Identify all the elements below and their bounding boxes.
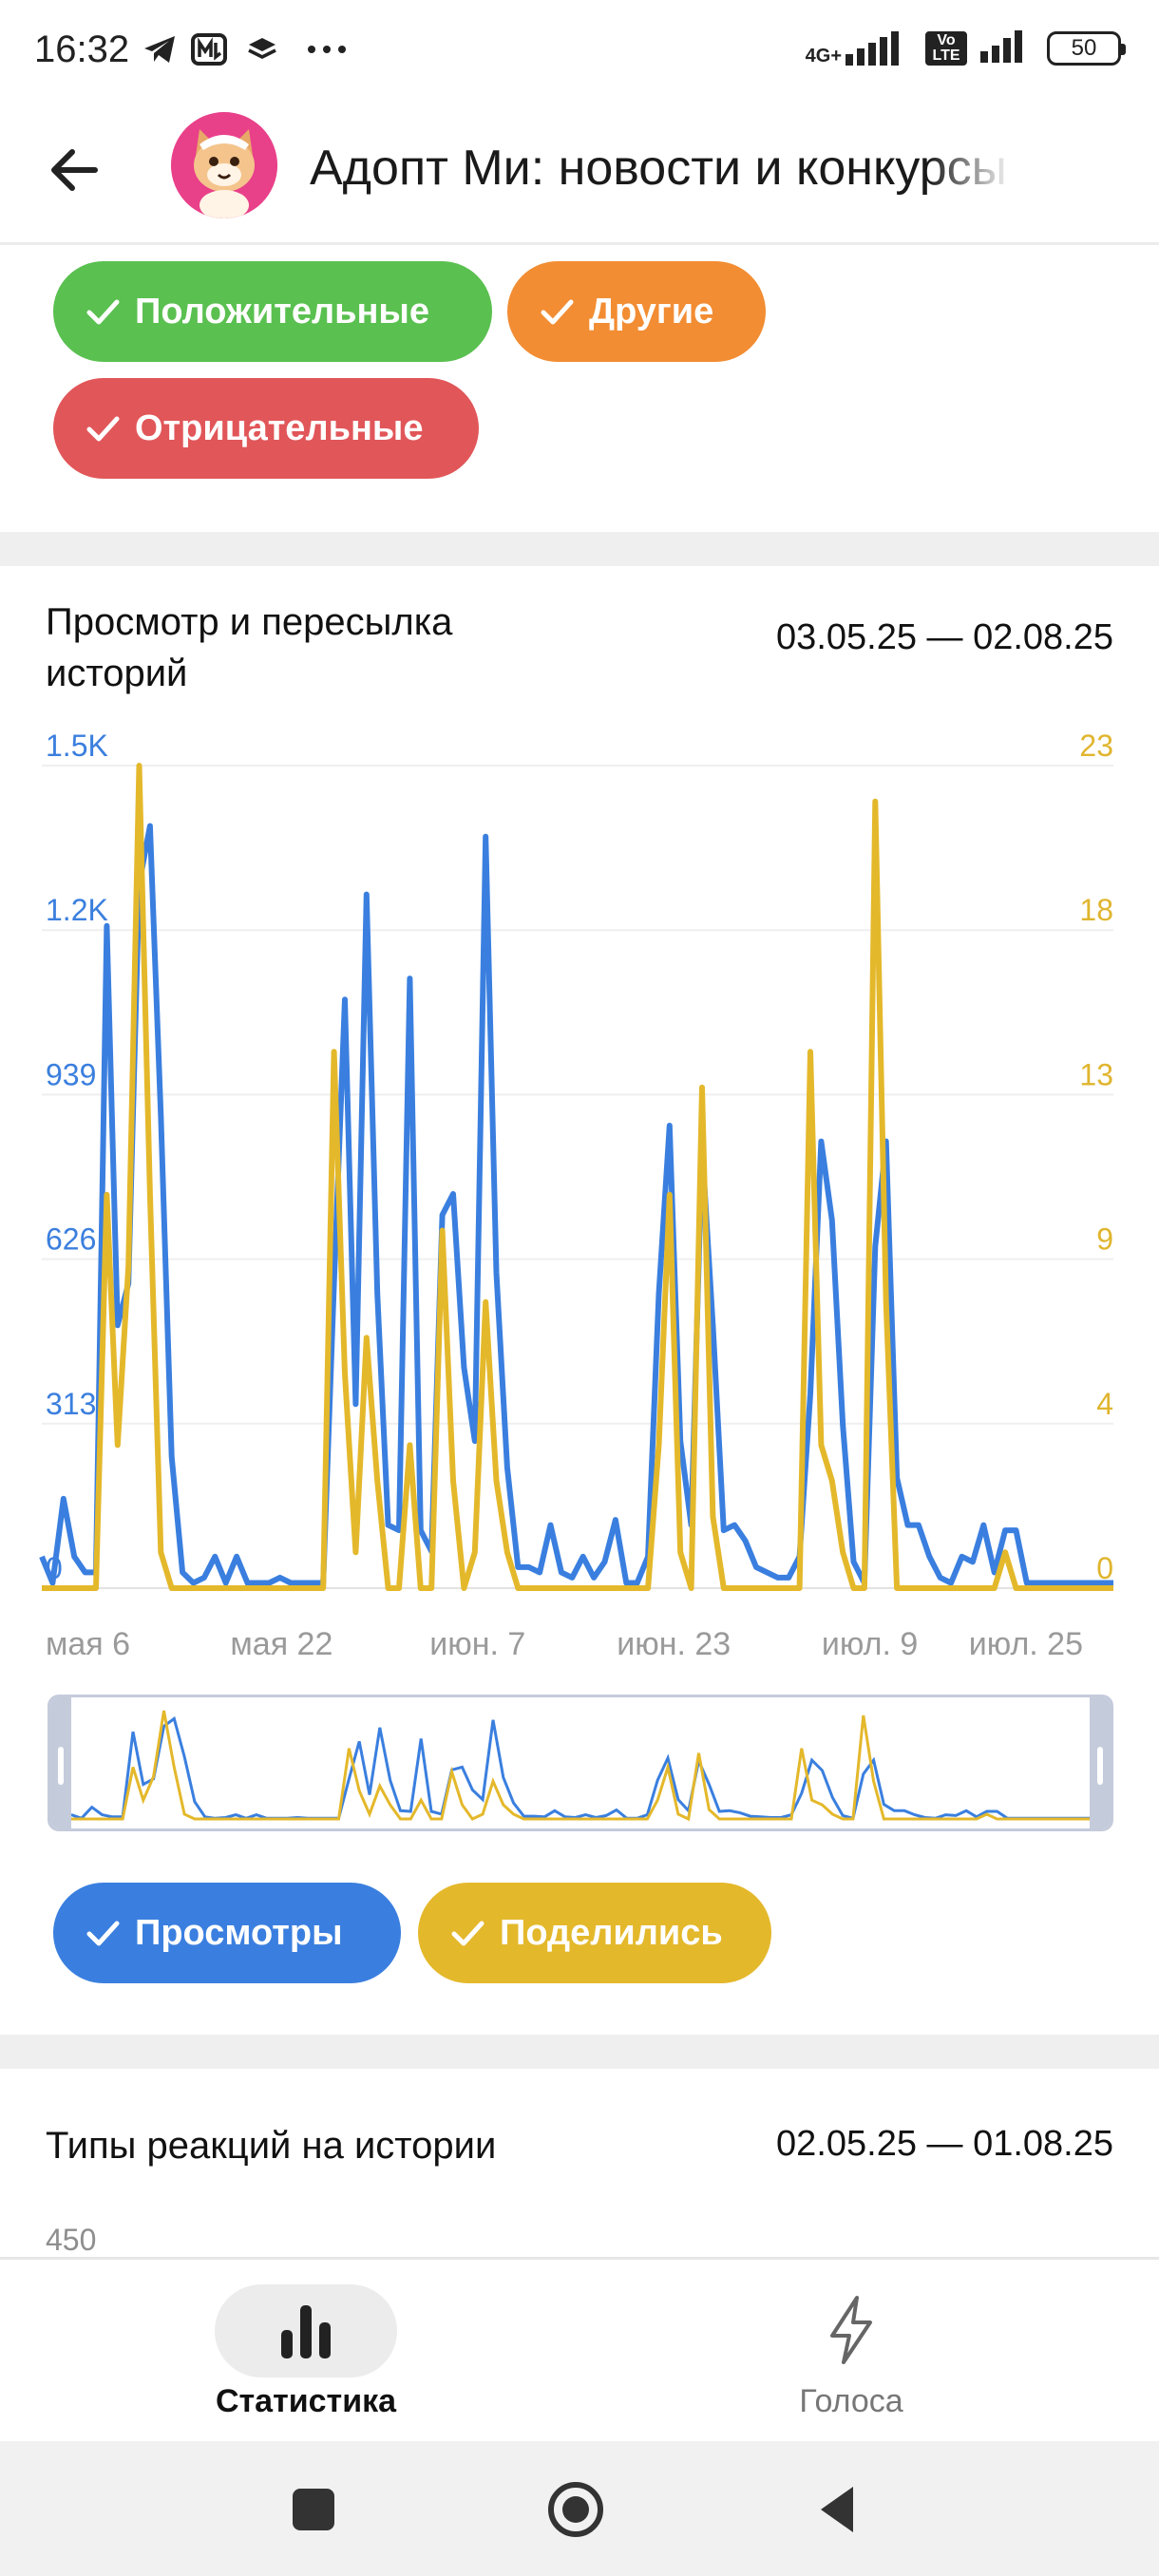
signal-icon	[980, 28, 1034, 67]
check-icon	[541, 299, 574, 325]
layers-icon	[245, 30, 279, 68]
filter-chip-label: Положительные	[135, 291, 430, 331]
y-tick-right: 23	[1079, 729, 1113, 763]
channel-avatar[interactable]	[171, 112, 277, 218]
x-tick-label: мая 22	[230, 1626, 332, 1662]
series-toggle-label: Просмотры	[135, 1912, 343, 1953]
x-tick-label: июл. 9	[822, 1626, 918, 1662]
arrow-left-icon	[51, 149, 98, 191]
y-tick-right: 13	[1079, 1057, 1113, 1091]
navigator-line-views	[70, 1715, 1090, 1821]
telegram-icon	[141, 30, 179, 68]
system-navigation-bar	[0, 2441, 1159, 2576]
status-time: 16:32	[34, 28, 130, 70]
reactions-chart-title: Типы реакций на истории	[46, 2125, 497, 2167]
nav-tab-label: Статистика	[215, 2383, 397, 2419]
reactions-y-tick: 450	[46, 2223, 97, 2257]
bottom-navigation: Статистика Голоса	[0, 2257, 1159, 2441]
series-toggle-views[interactable]: Просмотры	[53, 1883, 401, 1983]
series-line-views	[39, 823, 1113, 1586]
section-divider	[0, 2035, 1159, 2069]
navigator-mini-chart	[70, 1710, 1090, 1822]
navigator-left-handle[interactable]	[50, 1697, 71, 1828]
bar-chart-icon	[281, 2305, 331, 2358]
filter-chip-positive[interactable]: Положительные	[53, 261, 492, 362]
channel-title: Адопт Ми: новости и конкурсы	[310, 141, 1008, 196]
y-tick-left: 626	[46, 1222, 96, 1257]
status-bar: 16:32 4G+ Vo LTE 50	[0, 0, 1159, 95]
section-divider	[0, 532, 1159, 566]
x-tick-label: июн. 23	[617, 1626, 731, 1662]
nav-tab-label: Голоса	[799, 2383, 903, 2419]
lightning-icon	[830, 2296, 872, 2364]
chart-series	[39, 763, 1113, 1591]
more-notifications-icon	[306, 30, 348, 68]
nav-tab-statistics[interactable]: Статистика	[116, 2260, 496, 2444]
y-tick-left: 1.5K	[46, 729, 108, 763]
recent-apps-icon[interactable]	[283, 2479, 344, 2540]
filter-chip-other[interactable]: Другие	[507, 261, 766, 362]
chart-date-range[interactable]: 03.05.25 — 02.08.25	[776, 617, 1113, 657]
y-tick-left: 939	[46, 1057, 96, 1091]
stories-line-chart[interactable]: 0 313 626 939 1.2K 1.5K 0 4 9 13 18 23 мая 6 мая 22…	[0, 703, 1159, 1672]
nav-tab-votes[interactable]: Голоса	[661, 2260, 1041, 2444]
check-icon	[86, 1921, 120, 1946]
y-tick-right: 0	[1096, 1551, 1113, 1585]
check-icon	[451, 1921, 484, 1946]
y-tick-right: 18	[1079, 893, 1113, 927]
series-line-shares	[42, 763, 1113, 1591]
check-icon	[86, 416, 120, 442]
filter-chip-negative[interactable]: Отрицательные	[53, 378, 479, 479]
check-icon	[86, 299, 120, 325]
y-tick-right: 9	[1096, 1222, 1113, 1257]
chart-title: Просмотр и пересылка историй	[46, 601, 453, 694]
chart-range-navigator[interactable]	[48, 1695, 1113, 1831]
back-triangle-icon[interactable]	[808, 2479, 868, 2540]
filter-chip-label: Другие	[589, 291, 714, 331]
chart-grid	[42, 765, 1113, 1589]
x-tick-label: июн. 7	[429, 1626, 525, 1662]
filter-chip-label: Отрицательные	[135, 407, 424, 448]
navigator-right-handle[interactable]	[1090, 1697, 1111, 1828]
x-axis: мая 6 мая 22 июн. 7 июн. 23 июл. 9 июл. 25	[46, 1626, 1083, 1662]
navigator-line-shares	[71, 1710, 1090, 1822]
cat-mascot-icon	[171, 112, 277, 218]
volte-icon: Vo LTE	[925, 30, 967, 66]
reactions-date-range[interactable]: 02.05.25 — 01.08.25	[776, 2124, 1113, 2164]
back-button[interactable]	[46, 137, 112, 203]
series-toggle-shares[interactable]: Поделились	[418, 1883, 771, 1983]
y-axis-right: 0 4 9 13 18 23	[1079, 729, 1113, 1585]
y-tick-left: 1.2K	[46, 893, 108, 927]
x-tick-label: мая 6	[46, 1626, 130, 1662]
signal-4g-icon: 4G+	[806, 30, 912, 66]
x-tick-label: июл. 25	[969, 1626, 1083, 1662]
y-tick-right: 4	[1096, 1387, 1113, 1421]
app-notification-icon	[190, 30, 228, 68]
home-icon[interactable]	[545, 2479, 606, 2540]
status-right: 4G+ Vo LTE 50	[806, 28, 1126, 67]
app-header: Адопт Ми: новости и конкурсы	[0, 95, 1159, 245]
battery-icon: 50	[1047, 30, 1126, 66]
y-tick-left: 313	[46, 1387, 96, 1421]
series-toggle-label: Поделились	[500, 1912, 723, 1953]
